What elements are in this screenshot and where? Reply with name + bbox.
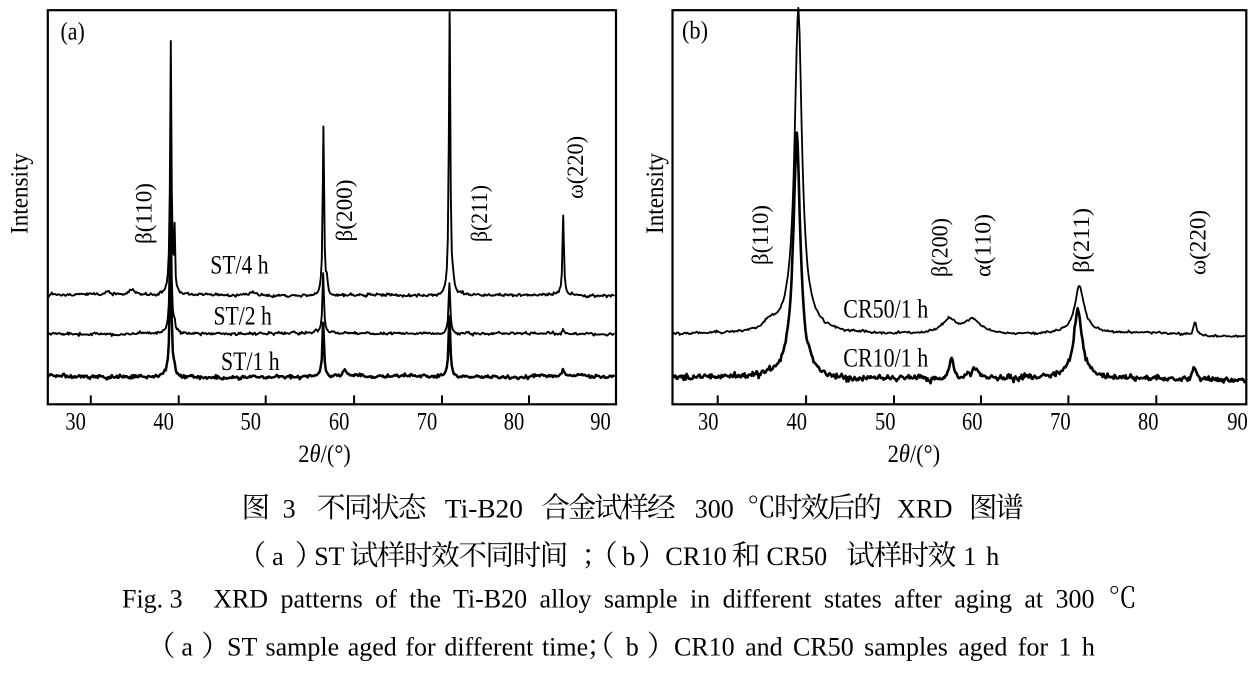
svg-text:Intensity: Intensity [642, 153, 669, 234]
svg-text:ω(220): ω(220) [1185, 210, 1210, 275]
svg-text:90: 90 [590, 409, 611, 436]
svg-text:CR50: CR50 [767, 542, 828, 571]
svg-text:40: 40 [153, 409, 174, 436]
svg-text:α(110): α(110) [971, 214, 996, 277]
svg-text:2θ/(°): 2θ/(°) [298, 441, 351, 468]
svg-text:50: 50 [240, 409, 261, 436]
svg-text:β(110): β(110) [131, 183, 156, 244]
svg-text:Ti-B20: Ti-B20 [445, 494, 523, 523]
svg-text:a: a [181, 633, 193, 662]
svg-text:(a): (a) [61, 19, 85, 46]
svg-text:β(200): β(200) [928, 218, 953, 277]
svg-text:60: 60 [329, 409, 350, 436]
svg-text:ST/4 h: ST/4 h [210, 251, 268, 280]
svg-text:50: 50 [875, 409, 896, 436]
svg-text:Intensity: Intensity [7, 153, 34, 234]
svg-text:300: 300 [695, 494, 734, 523]
svg-text:ST/1 h: ST/1 h [221, 347, 280, 376]
svg-text:60: 60 [962, 409, 983, 436]
svg-text:ST/2 h: ST/2 h [214, 302, 272, 331]
svg-text:1: 1 [963, 542, 976, 571]
svg-text:80: 80 [1138, 409, 1159, 436]
svg-text:2θ/(°): 2θ/(°) [888, 441, 941, 468]
svg-text:(b): (b) [682, 18, 708, 45]
svg-text:70: 70 [1050, 409, 1071, 436]
svg-text:70: 70 [417, 409, 438, 436]
svg-text:30: 30 [698, 409, 719, 436]
svg-text:Fig. 3: Fig. 3 [122, 585, 183, 614]
svg-text:β(211): β(211) [467, 185, 492, 242]
svg-text:40: 40 [787, 409, 808, 436]
svg-text:b: b [622, 542, 635, 571]
svg-text:β(211): β(211) [1069, 208, 1094, 273]
svg-text:β(110): β(110) [748, 205, 773, 265]
svg-text:30: 30 [65, 409, 86, 436]
svg-text:ST sample aged for different t: ST sample aged for different time [227, 633, 588, 662]
svg-text:CR10: CR10 [665, 542, 727, 571]
svg-text:CR50/1 h: CR50/1 h [843, 295, 928, 324]
svg-text:h: h [986, 542, 999, 571]
svg-text:XRD: XRD [897, 494, 953, 523]
svg-text:a: a [272, 542, 284, 571]
svg-text:3: 3 [283, 494, 296, 523]
svg-text:ST: ST [314, 542, 344, 571]
svg-text:CR10 and CR50 samples aged for: CR10 and CR50 samples aged for 1 h [674, 633, 1095, 662]
svg-text:ω(220): ω(220) [563, 136, 588, 199]
svg-text:b: b [626, 633, 639, 662]
svg-text:CR10/1 h: CR10/1 h [843, 344, 928, 373]
svg-text:80: 80 [504, 409, 525, 436]
svg-text:90: 90 [1227, 409, 1248, 436]
svg-text:XRD patterns of the Ti-B20 all: XRD patterns of the Ti-B20 alloy sample … [213, 585, 1094, 614]
svg-text:β(200): β(200) [332, 180, 357, 242]
